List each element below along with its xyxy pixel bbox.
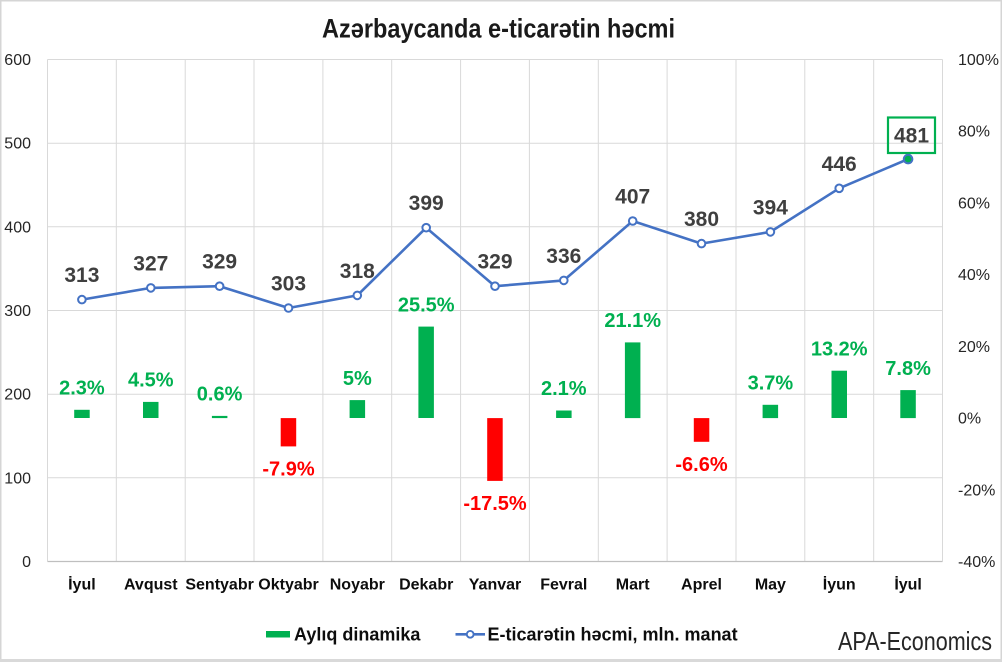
- svg-text:329: 329: [202, 251, 237, 274]
- svg-text:İyul: İyul: [68, 576, 96, 594]
- svg-text:Aprel: Aprel: [681, 577, 722, 594]
- svg-text:İyul: İyul: [894, 576, 922, 594]
- svg-text:May: May: [755, 577, 786, 594]
- svg-text:Fevral: Fevral: [540, 577, 587, 594]
- svg-text:2.3%: 2.3%: [59, 378, 105, 400]
- svg-text:300: 300: [4, 303, 31, 320]
- svg-text:380: 380: [684, 208, 719, 231]
- svg-text:İyun: İyun: [823, 576, 856, 594]
- svg-text:-7.9%: -7.9%: [262, 459, 314, 481]
- svg-text:Noyabr: Noyabr: [330, 577, 385, 594]
- svg-text:-17.5%: -17.5%: [463, 493, 527, 515]
- svg-text:13.2%: 13.2%: [811, 338, 868, 360]
- svg-text:5%: 5%: [343, 368, 372, 390]
- svg-text:40%: 40%: [958, 267, 990, 284]
- svg-text:481: 481: [894, 124, 929, 147]
- svg-text:407: 407: [615, 186, 650, 209]
- svg-text:399: 399: [409, 192, 444, 215]
- svg-text:0.6%: 0.6%: [197, 384, 243, 406]
- svg-text:7.8%: 7.8%: [885, 358, 931, 380]
- svg-text:0: 0: [22, 554, 31, 571]
- svg-text:3.7%: 3.7%: [748, 373, 794, 395]
- svg-text:E-ticarətin həcmi, mln. manat: E-ticarətin həcmi, mln. manat: [488, 625, 738, 645]
- svg-text:318: 318: [340, 260, 375, 283]
- svg-text:303: 303: [271, 273, 306, 296]
- svg-text:Sentyabr: Sentyabr: [185, 577, 253, 594]
- svg-text:600: 600: [4, 52, 31, 69]
- svg-text:500: 500: [4, 136, 31, 153]
- svg-text:2.1%: 2.1%: [541, 378, 587, 400]
- svg-text:20%: 20%: [958, 339, 990, 356]
- svg-text:25.5%: 25.5%: [398, 294, 455, 316]
- svg-text:200: 200: [4, 387, 31, 404]
- svg-text:100%: 100%: [958, 52, 999, 69]
- svg-text:-20%: -20%: [958, 482, 995, 499]
- svg-text:-6.6%: -6.6%: [675, 454, 727, 476]
- svg-text:313: 313: [64, 264, 99, 287]
- svg-text:400: 400: [4, 219, 31, 236]
- svg-text:0%: 0%: [958, 411, 981, 428]
- svg-text:Azərbaycanda e-ticarətin həcmi: Azərbaycanda e-ticarətin həcmi: [322, 14, 675, 44]
- svg-text:329: 329: [477, 251, 512, 274]
- svg-text:Dekabr: Dekabr: [399, 577, 453, 594]
- svg-text:100: 100: [4, 470, 31, 487]
- svg-text:327: 327: [133, 252, 168, 275]
- svg-text:Mart: Mart: [616, 577, 650, 594]
- svg-text:Oktyabr: Oktyabr: [258, 577, 318, 594]
- svg-text:21.1%: 21.1%: [604, 310, 661, 332]
- svg-text:4.5%: 4.5%: [128, 370, 174, 392]
- svg-text:Aylıq dinamika: Aylıq dinamika: [294, 625, 421, 645]
- svg-text:394: 394: [753, 196, 788, 219]
- svg-text:446: 446: [822, 153, 857, 176]
- svg-text:80%: 80%: [958, 124, 990, 141]
- svg-text:Yanvar: Yanvar: [469, 577, 521, 594]
- svg-text:60%: 60%: [958, 195, 990, 212]
- svg-text:APA-Economics: APA-Economics: [838, 626, 992, 656]
- svg-text:336: 336: [546, 245, 581, 268]
- svg-text:-40%: -40%: [958, 554, 995, 571]
- svg-text:Avqust: Avqust: [124, 577, 178, 594]
